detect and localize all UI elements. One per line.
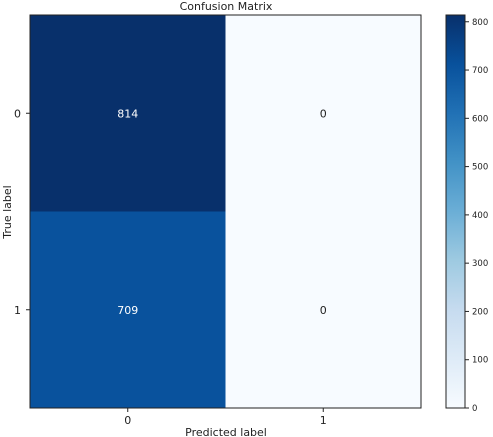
y-axis-ticks: 01 — [14, 107, 30, 317]
colorbar-tick-label: 800 — [472, 18, 488, 28]
colorbar-tick-label: 400 — [472, 211, 488, 221]
colorbar-ticks: 0 100 200 300 400 500 600 700 800 — [465, 18, 488, 414]
cell-value-labels: 814 0 709 0 — [117, 107, 327, 317]
cell-value-label: 709 — [117, 304, 138, 317]
heatmap-cell — [30, 211, 226, 409]
x-axis-label: Predicted label — [185, 426, 267, 437]
heatmap-cell — [225, 211, 422, 409]
plot-frame — [29, 14, 422, 409]
colorbar-tick-label: 200 — [472, 307, 488, 317]
colorbar-tick-label: 700 — [472, 66, 488, 76]
x-tick-label: 1 — [320, 414, 327, 427]
colorbar-tick-label: 100 — [472, 356, 488, 366]
cell-value-label: 0 — [320, 304, 327, 317]
y-axis-label: True label — [1, 185, 14, 239]
y-tick-label: 1 — [14, 304, 21, 317]
heatmap-cell — [225, 15, 422, 212]
colorbar-tick-label: 0 — [472, 404, 477, 414]
x-tick-label: 0 — [124, 414, 131, 427]
colorbar-tick-label: 600 — [472, 114, 488, 124]
colorbar — [445, 14, 466, 409]
cell-value-label: 814 — [117, 107, 138, 120]
colorbar-tick-label: 300 — [472, 259, 488, 269]
cell-value-label: 0 — [320, 107, 327, 120]
heatmap-cell — [30, 15, 226, 212]
y-tick-label: 0 — [14, 107, 21, 120]
colorbar-tick-label: 500 — [472, 163, 488, 173]
chart-title: Confusion Matrix — [180, 0, 273, 13]
heatmap-cells — [30, 15, 422, 409]
